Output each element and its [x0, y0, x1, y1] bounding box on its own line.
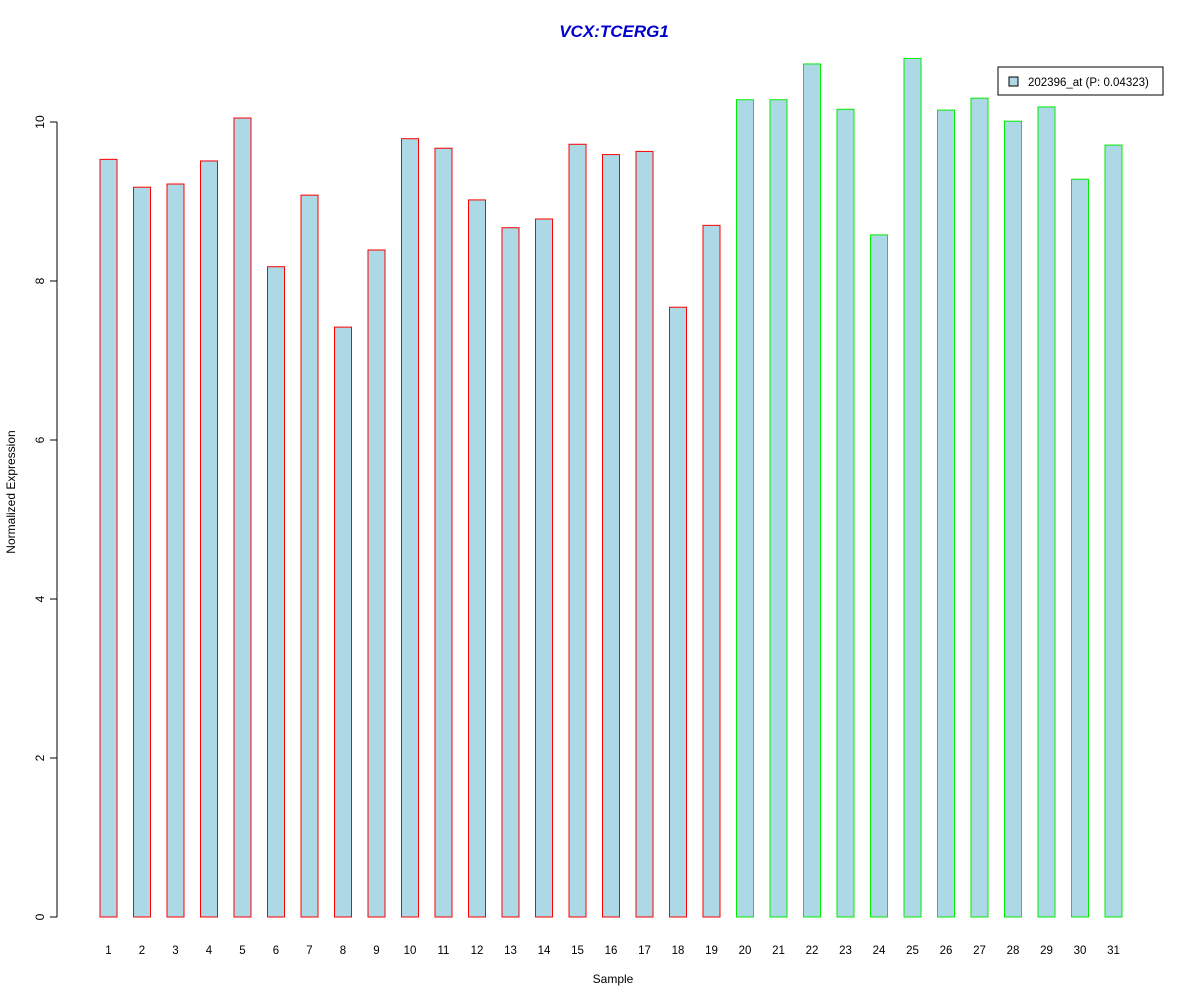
bar-sample-9	[367, 249, 386, 918]
y-tick-label: 4	[33, 595, 47, 602]
legend: 202396_at (P: 0.04323)	[997, 66, 1164, 96]
x-tick-label: 6	[273, 945, 279, 957]
x-tick-label: 15	[571, 945, 584, 957]
x-tick-label: 16	[605, 945, 618, 957]
y-tick-label: 6	[33, 436, 47, 443]
y-tick-label: 2	[33, 754, 47, 761]
x-tick-label: 21	[772, 945, 785, 957]
bar-sample-28	[1004, 120, 1022, 918]
bar-sample-29	[1037, 106, 1056, 918]
bars-group	[99, 57, 1123, 918]
y-axis: 0 2 4 6 8 10	[33, 115, 58, 920]
x-tick-label: 18	[672, 945, 685, 957]
chart-title: VCX:TCERG1	[559, 22, 669, 41]
bar-sample-24	[870, 234, 888, 918]
bar-sample-22	[803, 63, 821, 918]
bar-sample-13	[501, 227, 520, 918]
bar-sample-18	[669, 306, 687, 918]
x-tick-label: 11	[438, 945, 450, 957]
bar-sample-7	[300, 194, 319, 918]
bar-sample-31	[1104, 144, 1123, 918]
x-tick-label: 14	[538, 945, 551, 957]
x-tick-label: 31	[1107, 945, 1120, 957]
x-tick-label: 20	[739, 945, 752, 957]
legend-box	[997, 66, 1164, 96]
x-tick-label: 1	[105, 945, 111, 957]
bar-sample-20	[736, 99, 754, 918]
x-tick-label: 27	[973, 945, 986, 957]
x-tick-label: 17	[638, 945, 651, 957]
bar-sample-1	[99, 158, 118, 918]
x-tick-label: 10	[404, 945, 417, 957]
x-tick-label: 7	[306, 945, 312, 957]
x-tick-label: 8	[340, 945, 346, 957]
bar-sample-26	[937, 109, 955, 918]
bar-sample-19	[702, 224, 721, 918]
bar-sample-25	[903, 57, 922, 918]
bar-sample-3	[166, 183, 185, 918]
x-tick-label: 23	[839, 945, 852, 957]
bar-sample-10	[401, 138, 419, 918]
x-tick-label: 25	[906, 945, 919, 957]
legend-label: 202396_at (P: 0.04323)	[1028, 77, 1149, 89]
bar-sample-4	[200, 160, 218, 918]
x-tick-label: 5	[239, 945, 245, 957]
x-tick-label: 30	[1074, 945, 1087, 957]
x-tick-label: 4	[206, 945, 213, 957]
x-tick-label: 2	[139, 945, 145, 957]
bar-sample-21	[769, 99, 788, 918]
bar-sample-16	[602, 154, 620, 918]
bar-sample-11	[434, 147, 453, 918]
bar-sample-6	[267, 266, 285, 918]
y-axis-label: Normalized Expression	[4, 430, 18, 553]
x-tick-label: 29	[1040, 945, 1053, 957]
x-tick-label: 28	[1007, 945, 1020, 957]
bar-sample-5	[233, 117, 252, 918]
y-tick-label: 8	[33, 277, 47, 284]
x-tick-label: 9	[373, 945, 379, 957]
x-tick-label: 26	[940, 945, 953, 957]
bar-sample-27	[970, 97, 989, 918]
y-tick-label: 10	[33, 115, 47, 129]
bar-sample-23	[836, 108, 855, 918]
x-tick-label: 24	[873, 945, 886, 957]
bar-sample-12	[468, 199, 486, 918]
bar-sample-8	[334, 326, 352, 918]
bar-sample-14	[535, 218, 553, 918]
bar-sample-2	[133, 186, 151, 918]
bar-sample-17	[635, 150, 654, 918]
x-tick-labels: 1 2 3 4 5 6 7 8 9 10 11 12 13 14 15 16 17 18 19 20 21 22 23 24 2…	[105, 945, 1120, 957]
bar-sample-30	[1071, 178, 1089, 918]
x-axis-label: Sample	[593, 972, 634, 986]
bar-sample-15	[568, 143, 587, 918]
x-tick-label: 3	[172, 945, 178, 957]
x-tick-label: 19	[705, 945, 718, 957]
x-tick-label: 12	[471, 945, 484, 957]
legend-swatch	[1008, 76, 1019, 87]
x-tick-label: 13	[504, 945, 517, 957]
y-tick-label: 0	[33, 913, 47, 920]
x-tick-label: 22	[806, 945, 819, 957]
